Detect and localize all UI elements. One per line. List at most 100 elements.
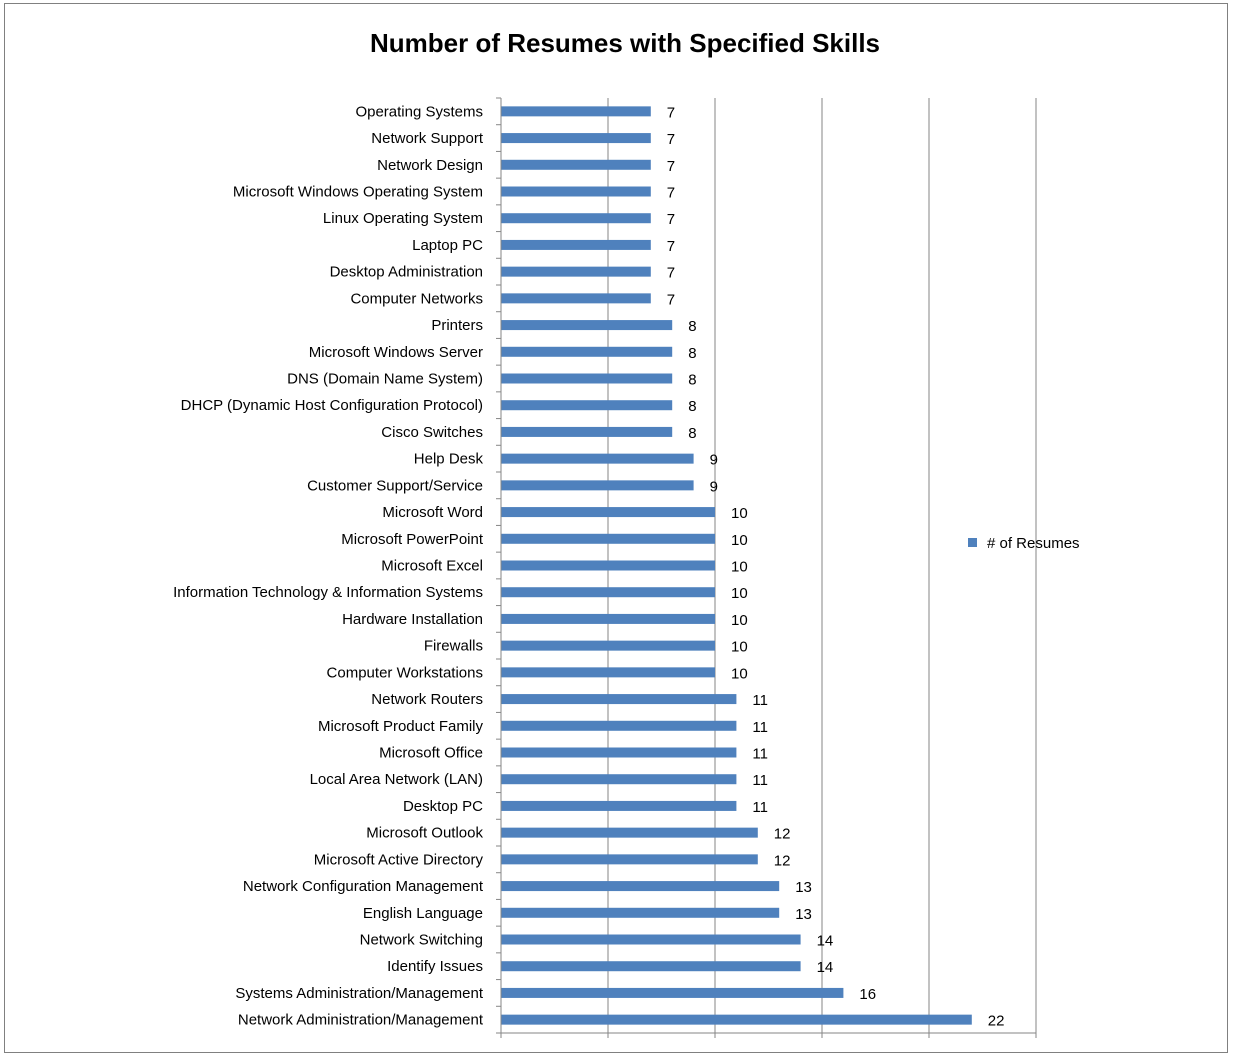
data-label: 14 bbox=[817, 959, 834, 976]
category-label: DNS (Domain Name System) bbox=[287, 371, 483, 388]
legend-label: # of Resumes bbox=[987, 535, 1080, 552]
bar bbox=[501, 533, 715, 544]
bar bbox=[501, 907, 780, 918]
data-label: 14 bbox=[817, 933, 834, 950]
category-label: Microsoft Outlook bbox=[366, 825, 483, 842]
category-label: Microsoft Product Family bbox=[318, 718, 484, 735]
category-label: Network Routers bbox=[371, 691, 483, 708]
chart-frame bbox=[4, 3, 1228, 1053]
category-label: Laptop PC bbox=[412, 237, 483, 254]
category-label: Desktop PC bbox=[403, 798, 483, 815]
category-label: DHCP (Dynamic Host Configuration Protoco… bbox=[181, 397, 483, 414]
category-label: Microsoft Active Directory bbox=[314, 851, 484, 868]
category-label: Network Administration/Management bbox=[238, 1012, 484, 1029]
bar bbox=[501, 507, 715, 518]
data-label: 8 bbox=[688, 425, 696, 442]
bar bbox=[501, 854, 758, 865]
chart-title: Number of Resumes with Specified Skills bbox=[369, 28, 881, 58]
category-label: Local Area Network (LAN) bbox=[310, 771, 483, 788]
data-label: 11 bbox=[752, 692, 768, 709]
data-label: 10 bbox=[731, 665, 748, 682]
bar bbox=[501, 266, 651, 277]
data-label: 9 bbox=[710, 478, 718, 495]
category-label: Computer Workstations bbox=[327, 664, 483, 681]
data-label: 7 bbox=[667, 131, 675, 148]
data-label: 7 bbox=[667, 291, 675, 308]
bar bbox=[501, 747, 737, 758]
category-label: English Language bbox=[363, 905, 483, 922]
data-label: 7 bbox=[667, 104, 675, 121]
labels: Operating Systems 7 Network Support 7 Networ… bbox=[173, 103, 1044, 1047]
bar bbox=[501, 320, 673, 331]
data-label: 12 bbox=[774, 852, 791, 869]
category-label: Systems Administration/Management bbox=[235, 985, 483, 1002]
category-label: Identify Issues bbox=[387, 958, 483, 975]
bars bbox=[501, 106, 972, 1025]
data-label: 11 bbox=[752, 719, 768, 736]
category-label: Customer Support/Service bbox=[307, 477, 483, 494]
category-label: Microsoft Office bbox=[379, 745, 483, 762]
category-label: Operating Systems bbox=[355, 103, 483, 120]
bar bbox=[501, 800, 737, 811]
data-label: 10 bbox=[731, 505, 748, 522]
bar bbox=[501, 587, 715, 598]
data-label: 10 bbox=[731, 532, 748, 549]
data-label: 8 bbox=[688, 318, 696, 335]
axes bbox=[496, 97, 1037, 1038]
bar bbox=[501, 667, 715, 678]
data-label: 12 bbox=[774, 826, 791, 843]
data-label: 16 bbox=[859, 986, 876, 1003]
category-label: Information Technology & Information Sys… bbox=[173, 584, 483, 601]
category-label: Cisco Switches bbox=[381, 424, 483, 441]
bar bbox=[501, 613, 715, 624]
bar bbox=[501, 961, 801, 972]
bar bbox=[501, 159, 651, 170]
data-label: 10 bbox=[731, 639, 748, 656]
category-label: Microsoft Windows Operating System bbox=[233, 184, 483, 201]
legend-swatch bbox=[968, 538, 977, 547]
category-label: Network Configuration Management bbox=[243, 878, 484, 895]
bar bbox=[501, 346, 673, 357]
category-label: Network Design bbox=[377, 157, 483, 174]
data-label: 13 bbox=[795, 906, 812, 923]
data-label: 10 bbox=[731, 585, 748, 602]
category-label: Microsoft Excel bbox=[381, 558, 483, 575]
data-label: 7 bbox=[667, 265, 675, 282]
data-label: 22 bbox=[988, 1013, 1005, 1030]
data-label: 9 bbox=[710, 452, 718, 469]
category-label: Firewalls bbox=[424, 638, 483, 655]
bar bbox=[501, 987, 844, 998]
category-label: Help Desk bbox=[414, 451, 484, 468]
category-label: Network Support bbox=[371, 130, 484, 147]
data-label: 11 bbox=[752, 746, 768, 763]
data-label: 7 bbox=[667, 158, 675, 175]
category-label: Printers bbox=[431, 317, 483, 334]
bar bbox=[501, 881, 780, 892]
data-label: 8 bbox=[688, 372, 696, 389]
data-label: 11 bbox=[752, 772, 768, 789]
data-label: 7 bbox=[667, 238, 675, 255]
bar bbox=[501, 373, 673, 384]
bar bbox=[501, 640, 715, 651]
data-label: 10 bbox=[731, 612, 748, 629]
category-label: Microsoft Word bbox=[382, 504, 483, 521]
category-label: Linux Operating System bbox=[323, 210, 483, 227]
data-label: 11 bbox=[752, 799, 768, 816]
bar bbox=[501, 774, 737, 785]
data-label: 7 bbox=[667, 211, 675, 228]
data-label: 10 bbox=[731, 559, 748, 576]
bar bbox=[501, 453, 694, 464]
bar bbox=[501, 426, 673, 437]
legend: # of Resumes bbox=[968, 535, 1080, 552]
bar bbox=[501, 827, 758, 838]
bar bbox=[501, 480, 694, 491]
data-label: 13 bbox=[795, 879, 812, 896]
category-label: Computer Networks bbox=[350, 290, 483, 307]
bar bbox=[501, 239, 651, 250]
bar bbox=[501, 213, 651, 224]
data-label: 8 bbox=[688, 398, 696, 415]
data-label: 7 bbox=[667, 185, 675, 202]
category-label: Network Switching bbox=[360, 932, 483, 949]
bar bbox=[501, 934, 801, 945]
bar bbox=[501, 186, 651, 197]
